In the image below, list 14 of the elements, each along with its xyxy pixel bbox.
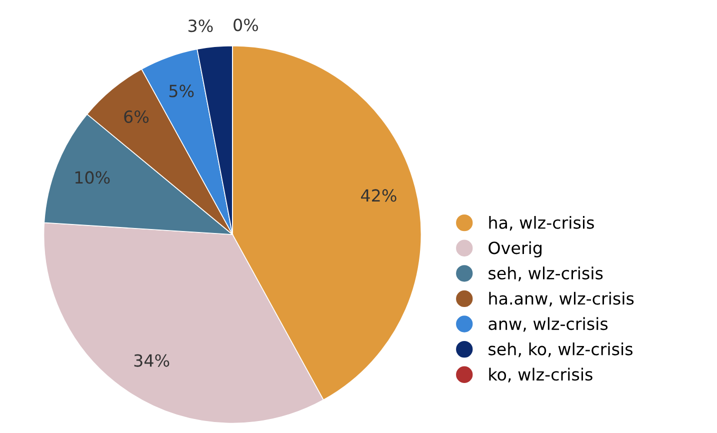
data-label: 6% [124,110,149,124]
legend-label: seh, ko, wlz-crisis [488,342,632,358]
legend-label: anw, wlz-crisis [488,317,608,332]
data-label: 3% [188,20,213,32]
text: 0% [234,18,258,32]
legend-label: seh, wlz-crisis [488,266,603,282]
legend-label: ha, wlz-crisis [489,216,594,231]
data-label: 42% [361,189,396,202]
legend-label: ha.anw, wlz-crisis [489,292,634,306]
data-label: 10% [75,171,110,184]
legend-label: Overig [488,241,542,258]
data-label: 34% [134,354,170,367]
data-label: 5% [169,84,194,98]
legend-label: ko, wlz-crisis [489,368,592,382]
